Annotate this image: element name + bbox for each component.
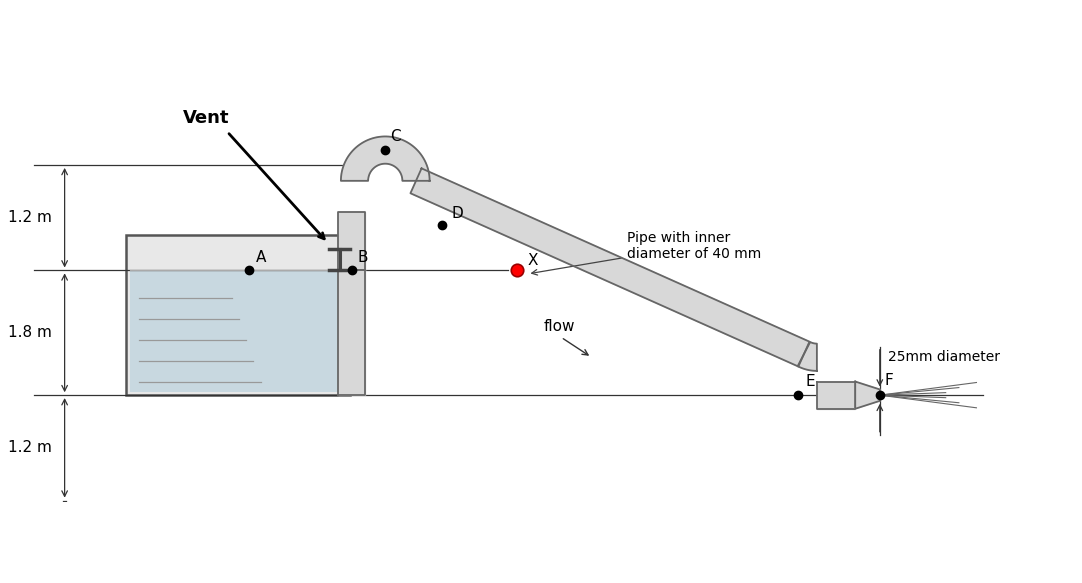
Text: flow: flow — [543, 319, 575, 334]
Text: 25mm diameter: 25mm diameter — [887, 350, 1000, 364]
Polygon shape — [797, 342, 817, 371]
Text: A: A — [256, 250, 266, 265]
Polygon shape — [341, 136, 430, 181]
Text: X: X — [528, 253, 538, 268]
Polygon shape — [339, 212, 366, 271]
Text: F: F — [884, 373, 893, 388]
Text: D: D — [451, 206, 463, 221]
Polygon shape — [855, 381, 880, 409]
Text: C: C — [391, 129, 401, 144]
Text: B: B — [357, 250, 368, 265]
Bar — [130, 271, 346, 392]
Text: 1.8 m: 1.8 m — [8, 325, 52, 340]
Polygon shape — [817, 381, 855, 409]
Bar — [127, 236, 351, 395]
Text: 1.2 m: 1.2 m — [8, 440, 52, 455]
Text: Vent: Vent — [183, 109, 229, 127]
Text: 1.2 m: 1.2 m — [8, 210, 52, 225]
Text: E: E — [805, 374, 815, 389]
Polygon shape — [339, 271, 366, 395]
Text: Pipe with inner
diameter of 40 mm: Pipe with inner diameter of 40 mm — [531, 231, 761, 275]
Polygon shape — [410, 168, 809, 367]
